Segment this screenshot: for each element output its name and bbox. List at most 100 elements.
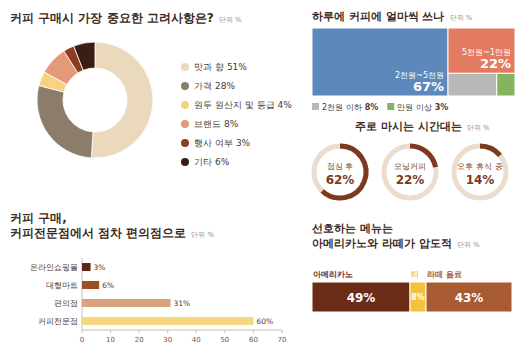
y-tick-label: 커피전문점 xyxy=(38,317,78,326)
segment-label: 아메리카노 xyxy=(313,270,353,279)
cell-value: 8% xyxy=(365,103,379,112)
x-tick-label: 0 xyxy=(80,336,84,344)
donut-slice xyxy=(91,42,153,158)
bar xyxy=(82,299,171,307)
x-tick-label: 70 xyxy=(278,336,287,344)
unit-label: 단위 % xyxy=(219,16,242,24)
gauge-label: 오후 휴식 중 xyxy=(457,162,502,171)
legend-swatch xyxy=(181,101,189,109)
x-tick-label: 50 xyxy=(220,336,229,344)
chart-title: 커피 구매,커피전문점에서 점차 편의점으로 xyxy=(10,211,186,240)
legend-swatch xyxy=(181,82,189,90)
x-tick xyxy=(253,330,254,333)
legend-entry: 만원 이상3% xyxy=(397,103,448,112)
title-line: 주로 마시는 시간대는 xyxy=(355,120,462,133)
bar xyxy=(82,317,253,325)
legend-swatch xyxy=(181,158,189,166)
treemap xyxy=(312,28,515,96)
cell-value: 22% xyxy=(480,56,511,71)
treemap-cell xyxy=(497,73,515,96)
title-line: 선호하는 메뉴는 xyxy=(312,222,393,235)
bar-segment xyxy=(426,282,512,312)
legend-label: 맛과 향 xyxy=(194,62,224,72)
legend-entry: 기타6% xyxy=(194,157,230,167)
data-label: 49% xyxy=(347,291,376,305)
legend-value: 8% xyxy=(224,119,239,129)
donut xyxy=(37,42,153,158)
gauge-value: 14% xyxy=(466,173,495,187)
donut-slice xyxy=(74,42,95,70)
x-tick xyxy=(110,330,111,333)
data-label: 31% xyxy=(174,299,191,308)
chart-title: 주로 마시는 시간대는 xyxy=(355,120,462,133)
x-tick xyxy=(139,330,140,333)
legend-swatch xyxy=(181,120,189,128)
legend-value: 51% xyxy=(227,62,247,72)
y-tick-label: 대형마트 xyxy=(46,281,78,290)
legend-value: 4% xyxy=(278,100,293,110)
legend-label: 기타 xyxy=(194,157,212,167)
title-line: 커피전문점에서 점차 편의점으로 xyxy=(10,226,186,240)
x-tick-label: 60 xyxy=(249,336,258,344)
legend-entry: 브랜드8% xyxy=(194,119,239,129)
legend-value: 6% xyxy=(215,157,230,167)
legend-label: 원두 원산지 및 등급 xyxy=(194,100,275,110)
segment-label: 티 xyxy=(411,270,419,279)
unit-label: 단위 % xyxy=(191,231,214,239)
segment-label: 라떼 음료 xyxy=(427,270,462,279)
cell-label: 2천원 이하 xyxy=(322,103,362,112)
legend-label: 행사 여부 xyxy=(194,138,233,148)
data-label: 8% xyxy=(411,293,425,302)
cell-label: 만원 이상 xyxy=(397,103,432,112)
y-tick-label: 편의점 xyxy=(54,299,78,308)
title-line: 커피 구매, xyxy=(10,211,67,225)
unit-label: 단위 % xyxy=(450,14,473,22)
bars xyxy=(82,263,253,325)
x-tick-label: 30 xyxy=(163,336,172,344)
legend-entry: 행사 여부3% xyxy=(194,138,251,148)
legend-label: 브랜드 xyxy=(194,119,221,129)
title-line: 커피 구매시 가장 중요한 고려사항은? xyxy=(10,11,214,25)
legend-entry: 맛과 향51% xyxy=(194,62,247,72)
legend-label: 가격 xyxy=(194,81,212,91)
title-line: 아메리카노와 라떼가 압도적 xyxy=(312,237,452,250)
bar xyxy=(82,281,99,289)
gauge-track xyxy=(454,146,506,198)
legend-entry: 2천원 이하8% xyxy=(322,103,378,112)
bar-segment xyxy=(410,282,426,312)
cell-value: 67% xyxy=(413,79,444,94)
x-tick xyxy=(282,330,283,333)
x-tick-label: 20 xyxy=(135,336,144,344)
legend-entry: 가격28% xyxy=(194,81,235,91)
x-tick xyxy=(167,330,168,333)
x-tick xyxy=(82,330,83,333)
legend-swatch xyxy=(181,63,189,71)
data-label: 6% xyxy=(102,281,114,290)
gauge-arc xyxy=(480,146,500,155)
gauge-value: 22% xyxy=(396,173,425,187)
legend-entry: 원두 원산지 및 등급4% xyxy=(194,100,292,110)
x-tick-label: 10 xyxy=(106,336,115,344)
x-tick-label: 40 xyxy=(192,336,201,344)
data-label: 60% xyxy=(256,317,273,326)
unit-label: 단위 % xyxy=(457,241,480,249)
gauge-label: 모닝커피 xyxy=(394,162,426,171)
cell-value: 3% xyxy=(435,103,449,112)
title-line: 하루에 커피에 얼마씩 쓰나 xyxy=(312,10,445,23)
chart-title: 하루에 커피에 얼마씩 쓰나 xyxy=(312,10,445,23)
x-tick xyxy=(196,330,197,333)
unit-label: 단위 % xyxy=(467,124,490,132)
treemap-cell xyxy=(448,73,497,96)
legend-swatch xyxy=(312,103,319,110)
chart-title: 커피 구매시 가장 중요한 고려사항은? xyxy=(10,11,214,25)
legend-swatch xyxy=(387,103,394,110)
gauge-value: 62% xyxy=(326,173,355,187)
infographic: 커피 구매시 가장 중요한 고려사항은? 단위 % 맛과 향51% 가격28% 원두 원… xyxy=(0,0,520,351)
treemap-cell xyxy=(448,28,515,73)
legend-value: 28% xyxy=(215,81,235,91)
x-tick xyxy=(224,330,225,333)
bar-segment xyxy=(312,282,410,312)
donut-slice xyxy=(37,86,93,158)
gauge-track xyxy=(314,146,366,198)
bar xyxy=(82,263,91,271)
